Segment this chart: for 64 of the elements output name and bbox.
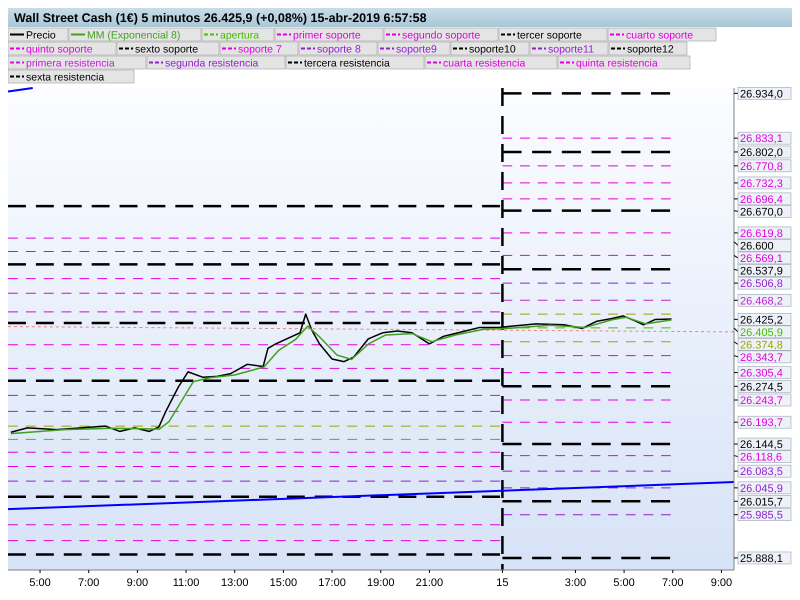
y-tick-label: 26.118,6 bbox=[740, 452, 782, 464]
y-tick-label: 26.274,5 bbox=[740, 381, 783, 394]
y-tick-label: 26.600 bbox=[740, 240, 774, 252]
y-tick-label: 26.405,9 bbox=[740, 326, 783, 339]
y-tick-label: 26.305,4 bbox=[740, 368, 783, 380]
legend-label: sexta resistencia bbox=[26, 72, 104, 84]
x-tick-label: 7:00 bbox=[662, 577, 684, 589]
y-tick-label: 26.374,8 bbox=[740, 339, 783, 352]
legend-label: soporte10 bbox=[469, 44, 516, 56]
y-tick-label: 26.015,7 bbox=[740, 496, 783, 508]
legend-label: primera resistencia bbox=[26, 58, 115, 70]
y-tick-label: 26.934,0 bbox=[740, 88, 783, 100]
y-tick-label: 26.619,8 bbox=[740, 228, 783, 240]
y-tick-label: 25.985,5 bbox=[740, 510, 783, 522]
legend-label: cuarto soporte bbox=[626, 30, 694, 42]
legend-label: soporte9 bbox=[396, 44, 438, 56]
y-tick-label: 26.343,7 bbox=[740, 352, 783, 364]
y-tick-label: 26.802,0 bbox=[740, 146, 783, 159]
y-tick-label: 26.083,5 bbox=[740, 466, 783, 478]
legend-label: tercera resistencia bbox=[304, 58, 390, 70]
chart-title: Wall Street Cash (1€) 5 minutos 26.425,9 (+0,08%) 15-abr-2019 6:57:58 bbox=[14, 11, 427, 25]
x-tick-label: 15 bbox=[496, 577, 509, 589]
x-tick-label: 17:00 bbox=[318, 577, 346, 589]
x-tick-label: 3:00 bbox=[564, 577, 586, 589]
legend-label: soporte 8 bbox=[317, 44, 361, 56]
x-tick-label: 19:00 bbox=[366, 577, 394, 589]
legend-label: sexto soporte bbox=[135, 44, 198, 56]
legend-label: soporte12 bbox=[627, 44, 674, 56]
x-tick-label: 9:00 bbox=[710, 577, 732, 589]
y-tick-label: 26.696,4 bbox=[740, 194, 783, 206]
x-tick-label: 7:00 bbox=[78, 577, 100, 589]
y-tick-label: 26.425,2 bbox=[740, 314, 783, 326]
legend-label: soporte 7 bbox=[238, 44, 282, 56]
legend-label: primer soporte bbox=[293, 30, 361, 42]
x-tick-label: 15:00 bbox=[270, 577, 298, 589]
legend-label: tercer soporte bbox=[517, 30, 582, 42]
legend-label: MM (Exponencial 8) bbox=[87, 30, 180, 42]
legend-label: cuarta resistencia bbox=[443, 58, 526, 70]
y-tick-label: 26.468,2 bbox=[740, 295, 783, 308]
legend-label: quinto soporte bbox=[26, 44, 93, 56]
x-tick-label: 5:00 bbox=[613, 577, 635, 589]
y-tick-label: 26.506,8 bbox=[740, 278, 783, 290]
y-tick-label: 26.537,9 bbox=[740, 265, 783, 278]
y-tick-label: 26.193,7 bbox=[740, 417, 783, 430]
legend-label: apertura bbox=[220, 30, 260, 42]
x-tick-label: 9:00 bbox=[126, 577, 148, 589]
y-tick-label: 26.144,5 bbox=[740, 439, 783, 452]
x-tick-label: 21:00 bbox=[416, 577, 444, 589]
legend-label: Precio bbox=[26, 30, 56, 42]
y-tick-label: 25.888,1 bbox=[740, 552, 783, 565]
x-tick-label: 13:00 bbox=[220, 577, 248, 589]
y-tick-label: 26.045,9 bbox=[740, 482, 783, 495]
legend-label: quinta resistencia bbox=[576, 58, 658, 70]
x-tick-label: 5:00 bbox=[29, 577, 51, 589]
y-tick-label: 26.833,1 bbox=[740, 133, 783, 146]
legend-label: segunda resistencia bbox=[165, 58, 259, 70]
y-tick-label: 26.569,1 bbox=[740, 252, 783, 265]
y-tick-label: 26.670,0 bbox=[740, 206, 783, 218]
y-tick-label: 26.243,7 bbox=[740, 394, 783, 407]
legend-label: soporte11 bbox=[548, 44, 594, 56]
legend-label: segundo soporte bbox=[402, 30, 480, 42]
y-tick-label: 26.770,8 bbox=[740, 160, 783, 173]
y-tick-label: 26.732,3 bbox=[740, 178, 783, 190]
x-tick-label: 11:00 bbox=[172, 577, 200, 589]
